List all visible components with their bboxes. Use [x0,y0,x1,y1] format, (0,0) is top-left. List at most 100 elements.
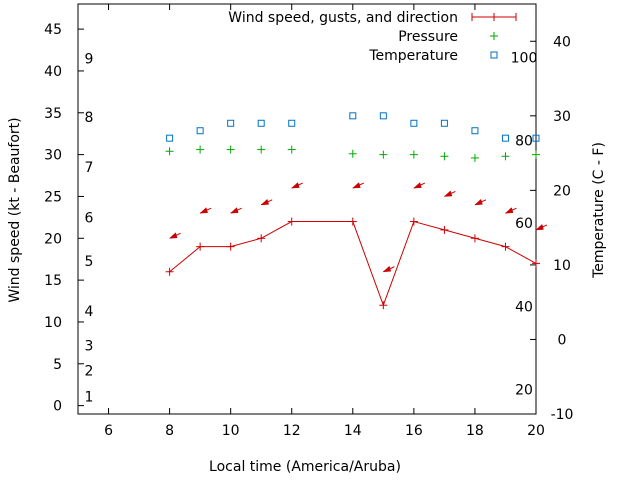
legend-label: Wind speed, gusts, and direction [228,10,458,26]
pressure-point [226,145,235,154]
temperature-point [379,112,387,120]
gust-direction-arrow [168,232,181,239]
gust-direction-arrow [382,265,395,273]
pressure-point [287,145,296,154]
x-axis-label: Local time (America/Aruba) [209,459,401,475]
pressure-point [196,145,205,154]
temperature-point [257,119,265,127]
pressure-point [165,147,174,156]
fahrenheit-label: 60 [515,216,533,232]
y-tick-label: 35 [44,106,62,122]
y2-tick-label: 20 [553,183,571,199]
gust-direction-arrow [260,198,273,206]
temperature-point [196,127,204,135]
wind-speed-point [287,217,296,226]
y2-tick-label: -10 [551,407,574,423]
beaufort-label: 2 [85,363,94,379]
temperature-point [410,119,418,127]
temperature-point [501,134,509,142]
temperature-point [227,119,235,127]
y2-tick-label: 10 [553,258,571,274]
pressure-point [379,150,388,159]
legend-label: Temperature [368,48,458,64]
wind-speed-point [165,267,174,276]
wind-speed-point [501,242,510,251]
y-tick-label: 25 [44,189,62,205]
x-tick-label: 12 [283,423,301,439]
beaufort-label: 9 [85,51,94,67]
x-tick-label: 6 [104,423,113,439]
wind-speed-point [409,217,418,226]
gust-direction-arrow [291,182,303,189]
x-tick-label: 20 [527,423,545,439]
wind-speed-point [532,259,540,268]
pressure-point [409,150,418,159]
y-tick-label: 15 [44,273,62,289]
fahrenheit-label: 80 [515,133,533,149]
fahrenheit-label: 100 [511,51,538,67]
y2-tick-label: 40 [553,34,571,50]
x-tick-label: 8 [165,423,174,439]
gust-direction-arrow [474,198,487,206]
y-tick-label: 30 [44,148,62,164]
fahrenheit-label: 20 [515,382,533,398]
gust-direction-arrow [352,182,365,189]
pressure-point [501,152,510,161]
wind-speed-point [196,242,205,251]
wind-speed-point [348,217,357,226]
gust-direction-arrow [413,182,426,189]
temperature-point [349,112,357,120]
beaufort-label: 8 [85,110,94,126]
temperature-point [288,119,296,127]
fahrenheit-label: 40 [515,300,533,316]
wind-speed-point [257,234,266,243]
pressure-point [257,145,266,154]
beaufort-label: 4 [85,304,94,320]
beaufort-label: 7 [85,160,94,176]
y-tick-label: 0 [53,399,62,415]
temperature-point [440,119,448,127]
series-layer [165,112,548,310]
wind-speed-point [440,225,449,234]
gust-direction-arrow [229,207,242,214]
pressure-point [440,152,449,161]
gust-direction-arrow [199,207,212,214]
y2-axis-label: Temperature (C - F) [591,142,607,279]
x-tick-label: 10 [222,423,240,439]
legend-swatch-plus [490,32,498,40]
pressure-point [532,150,540,159]
beaufort-label: 6 [85,210,94,226]
gust-direction-arrow [535,223,548,231]
beaufort-label: 1 [85,389,94,405]
gust-direction-arrow [443,190,456,197]
beaufort-label: 5 [85,254,94,270]
beaufort-label: 3 [85,338,94,354]
temperature-point [166,134,174,142]
y-tick-label: 40 [44,64,62,80]
gust-direction-arrow [504,207,517,214]
legend: Wind speed, gusts, and direction Pressure… [228,10,517,64]
axes-layer: 6 8 10 12 14 16 18 20051015202530354045-1001020… [44,3,574,439]
legend-swatch-plus [490,13,498,21]
x-tick-label: 16 [405,423,423,439]
temperature-point [532,134,540,142]
y-tick-label: 45 [44,22,62,38]
legend-label: Pressure [398,29,458,45]
wind-speed-line [169,220,537,307]
pressure-point [348,149,357,158]
y-tick-label: 10 [44,315,62,331]
y2-tick-label: 30 [553,109,571,125]
y-axis-label: Wind speed (kt - Beaufort) [7,117,23,302]
x-tick-label: 18 [466,423,484,439]
x-tick-label: 14 [344,423,362,439]
wind-speed-point [226,242,235,251]
temperature-point [471,127,479,135]
wind-speed-point [470,234,479,243]
y-tick-label: 5 [53,357,62,373]
plot-frame [77,3,537,415]
pressure-point [470,153,479,162]
legend-swatch-square [490,51,498,59]
wind-speed-point [379,301,388,310]
y-tick-label: 20 [44,231,62,247]
